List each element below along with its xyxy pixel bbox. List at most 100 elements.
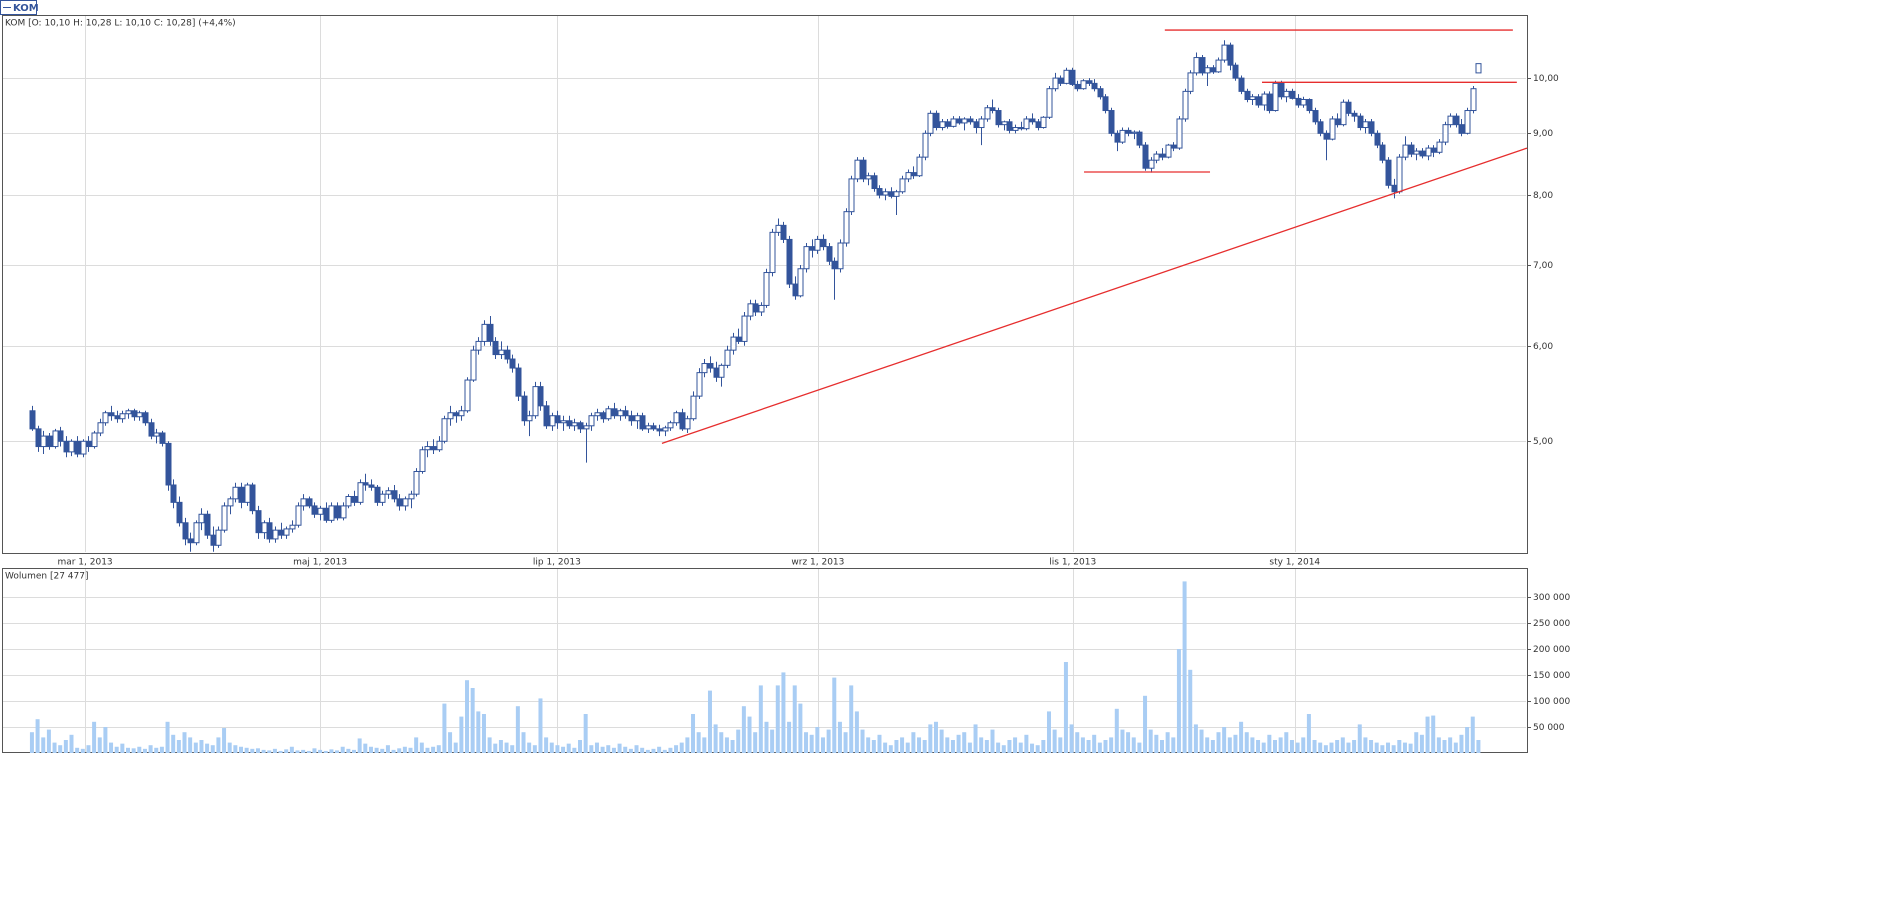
volume-bar — [448, 732, 453, 753]
candle-body — [526, 415, 533, 422]
volume-bar — [504, 742, 509, 753]
volume-bar — [1041, 740, 1046, 753]
candle-body — [1413, 150, 1420, 155]
candle-body — [814, 238, 821, 251]
candle-body — [1006, 121, 1013, 131]
symbol[interactable]: KOM — [13, 3, 39, 14]
y-tick-label: 8,00 — [1533, 191, 1553, 201]
candle-body — [379, 493, 386, 503]
volume-title: Wolumen [27 477] — [5, 572, 88, 582]
candle-body — [368, 484, 375, 488]
candle-body — [1199, 57, 1206, 74]
candle-body — [910, 172, 917, 177]
volume-bar — [210, 745, 215, 753]
candle-body — [1283, 90, 1290, 98]
candle-body — [1069, 69, 1076, 85]
volume-bar — [888, 745, 893, 753]
volume-bar — [900, 737, 905, 753]
volume-bar — [854, 711, 859, 753]
candle-body — [854, 159, 861, 180]
candle-body — [1159, 153, 1166, 158]
volume-bar — [1188, 669, 1193, 753]
candle-body — [498, 349, 505, 356]
volume-bar — [922, 740, 927, 753]
candle-body — [1289, 90, 1296, 99]
candle-body — [735, 336, 742, 342]
candle-body — [165, 442, 172, 486]
volume-bar — [1272, 740, 1277, 753]
candle-body — [419, 449, 426, 472]
volume-bar — [233, 745, 238, 753]
candle-body — [249, 484, 256, 512]
volume-bar — [1318, 742, 1323, 753]
volume-bar — [843, 732, 848, 753]
volume-bar — [63, 740, 68, 753]
candle-body — [1052, 77, 1059, 90]
candle-body — [1368, 121, 1375, 134]
candle-body — [119, 413, 126, 420]
candle-body — [1436, 141, 1443, 153]
candle-body — [1300, 98, 1307, 106]
volume-bar — [628, 748, 633, 753]
candle-body — [125, 410, 132, 415]
volume-bar — [465, 680, 470, 753]
candle-body — [662, 427, 669, 432]
candle-body — [684, 418, 691, 430]
candle-body — [1018, 127, 1025, 130]
candle-body — [504, 349, 511, 360]
volume-bar — [685, 737, 690, 753]
candle-body — [605, 408, 612, 420]
volume-bar — [809, 734, 814, 753]
candle-body — [1057, 77, 1064, 84]
candle-body — [984, 107, 991, 120]
candle-body — [176, 501, 183, 524]
candle-body — [594, 412, 601, 417]
volume-bar — [1374, 742, 1379, 753]
volume-bar — [35, 719, 40, 753]
candle-body — [1097, 88, 1104, 98]
y-tick-label: 7,00 — [1533, 261, 1553, 271]
volume-bar — [414, 737, 419, 753]
volume-bar — [493, 743, 498, 753]
volume-bar — [453, 742, 458, 753]
candle-body — [1074, 83, 1081, 90]
candle-body — [447, 412, 454, 420]
candle-body — [458, 410, 465, 417]
x-tick-label: wrz 1, 2013 — [791, 558, 844, 568]
candle-body — [1447, 115, 1454, 126]
candle-body — [1453, 115, 1460, 126]
candle-body — [424, 446, 431, 451]
volume-bar — [549, 742, 554, 753]
volume-bar — [798, 703, 803, 753]
candle-body — [114, 415, 121, 420]
volume-bar — [498, 740, 503, 753]
volume-bar — [1222, 727, 1227, 753]
volume-bar — [1013, 737, 1018, 753]
candle-body — [1334, 118, 1341, 126]
volume-bar — [1159, 740, 1164, 753]
candle-body — [718, 364, 725, 378]
candle-body — [232, 486, 239, 500]
symbol-tab[interactable] — [0, 0, 37, 15]
candle-body — [1408, 144, 1415, 155]
candle-body — [792, 283, 799, 297]
volume-bar — [1386, 742, 1391, 753]
volume-bar — [1114, 708, 1119, 753]
candle-body — [566, 420, 573, 427]
volume-bar — [787, 721, 792, 753]
candle-body — [1035, 121, 1042, 129]
volume-bar — [75, 747, 80, 753]
candle-body — [1278, 82, 1285, 98]
candle-body — [108, 412, 115, 417]
volume-bar — [990, 729, 995, 753]
volume-bar — [544, 737, 549, 753]
candle-body — [583, 425, 590, 430]
candle-body — [713, 367, 720, 378]
volume-bar — [962, 732, 967, 753]
candle-body — [820, 238, 827, 248]
candle-body — [775, 224, 782, 233]
volume-bar — [1216, 732, 1221, 753]
candle-body — [204, 513, 211, 536]
candle-body — [843, 211, 850, 244]
candle-body — [1323, 132, 1330, 140]
